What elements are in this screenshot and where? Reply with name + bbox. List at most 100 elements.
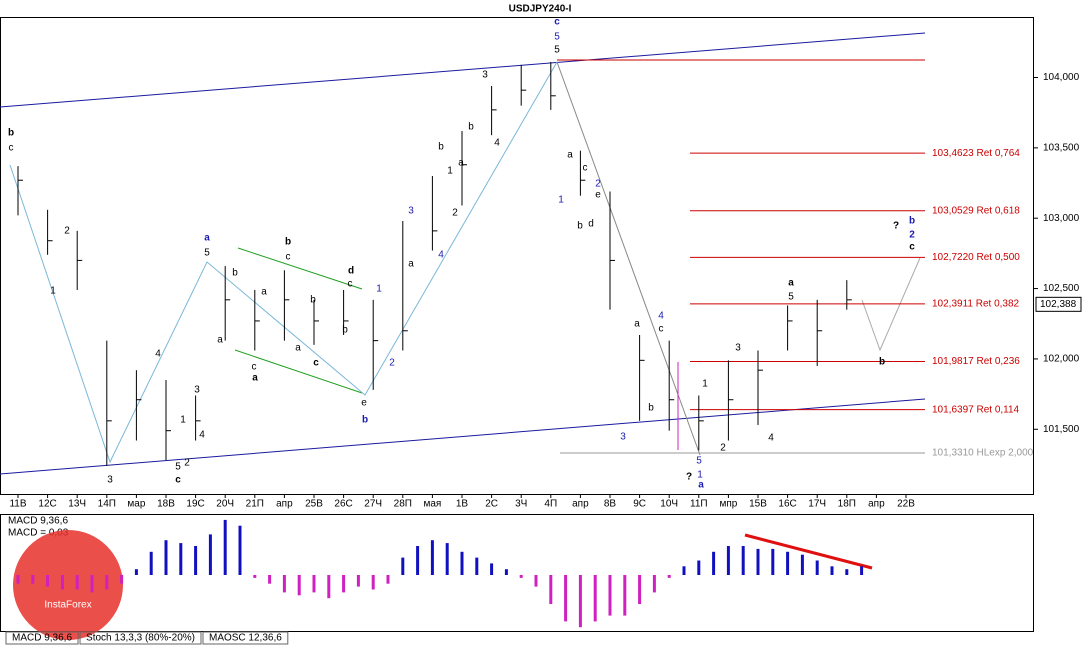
wave-label: 3 — [408, 206, 414, 217]
wave-label: 4 — [199, 430, 205, 441]
wave-label: 1 — [702, 379, 708, 390]
wave-label: c — [9, 143, 14, 154]
triangle-lower — [234, 349, 363, 394]
y-tick-label: 102,000 — [1043, 354, 1080, 365]
x-tick-label: апр — [276, 499, 293, 510]
wave-label: c — [583, 163, 588, 174]
wave-label: 3 — [735, 343, 741, 354]
wave-label: e — [595, 190, 601, 201]
x-tick-label: 18П — [838, 499, 856, 510]
wave-label: 2 — [184, 458, 190, 469]
x-tick-label: 19С — [186, 499, 204, 510]
wave-label: b — [310, 295, 316, 306]
wave-label: b — [342, 325, 348, 336]
x-tick-label: 4П — [544, 499, 557, 510]
tab-frame — [79, 631, 202, 645]
wave-label: ? — [686, 472, 692, 483]
wave-label: b — [362, 415, 368, 426]
price-panel — [0, 17, 1034, 495]
wave-label: 1 — [558, 195, 564, 206]
current-price-label: 102,388 — [1040, 299, 1077, 310]
wave-label: 2 — [389, 358, 395, 369]
wave-label: 3 — [482, 70, 488, 81]
wave-label: 1 — [447, 166, 453, 177]
wave-label: 4 — [438, 250, 444, 261]
macd-value: MACD = 0,03 — [8, 528, 69, 539]
wave-label: 5 — [175, 462, 181, 473]
wave-label: 5 — [554, 32, 560, 43]
wave-label: 3 — [620, 432, 626, 443]
wave-label: c — [286, 252, 291, 263]
x-tick-label: 13Ч — [68, 499, 86, 510]
wave-label: 2 — [64, 226, 70, 237]
x-tick-label: 25В — [305, 499, 323, 510]
wave-label: c — [909, 242, 915, 253]
fib-label: 103,0529 Ret 0,618 — [932, 205, 1020, 216]
x-tick-label: 14П — [98, 499, 116, 510]
wave-label: c — [348, 279, 353, 290]
x-tick-label: 27Ч — [364, 499, 382, 510]
wave-label: a — [634, 319, 640, 330]
x-tick-label: 22В — [897, 499, 915, 510]
y-tick-label: 101,500 — [1043, 424, 1080, 435]
wave-label: 2 — [909, 230, 915, 241]
wave-path-gray — [556, 61, 701, 456]
wave-label: 2 — [452, 208, 458, 219]
x-tick-label: мар — [127, 499, 145, 510]
x-tick-label: мпр — [719, 499, 737, 510]
wave-label: a — [217, 335, 223, 346]
x-tick-label: мая — [423, 499, 441, 510]
tab[interactable]: MACD 9,36,6 — [12, 633, 72, 644]
wave-label: b — [577, 221, 583, 232]
x-tick-label: 9С — [633, 499, 646, 510]
wave-label: 1 — [50, 286, 56, 297]
wave-label: 1 — [180, 415, 186, 426]
wave-label: a — [698, 480, 704, 491]
tab[interactable]: Stoch 13,3,3 (80%-20%) — [86, 633, 195, 644]
x-tick-label: 15В — [749, 499, 767, 510]
wave-label: c — [175, 475, 181, 486]
x-tick-label: 1В — [456, 499, 469, 510]
wave-label: 3 — [107, 475, 113, 486]
x-tick-label: апр — [572, 499, 589, 510]
x-tick-label: апр — [868, 499, 885, 510]
wave-label: 5 — [554, 45, 560, 56]
channel-lower — [0, 398, 926, 475]
logo: InstaForex — [13, 530, 123, 640]
y-tick-label: 103,500 — [1043, 142, 1080, 153]
wave-label: a — [295, 343, 301, 354]
wave-label: a — [252, 373, 258, 384]
wave-label: 4 — [494, 138, 500, 149]
x-tick-label: 12С — [38, 499, 56, 510]
wave-label: b — [468, 122, 474, 133]
y-tick-label: 102,500 — [1043, 283, 1080, 294]
x-tick-label: 11В — [9, 499, 26, 510]
wave-label: b — [232, 268, 238, 279]
forecast-path — [861, 257, 921, 352]
logo-badge — [13, 530, 123, 640]
x-tick-label: 18В — [157, 499, 175, 510]
y-tick-label: 103,000 — [1043, 213, 1080, 224]
x-tick-label: 16С — [778, 499, 796, 510]
wave-label: b — [285, 237, 291, 248]
tab[interactable]: MAOSC 12,36,6 — [209, 633, 282, 644]
wave-label: 5 — [204, 248, 210, 259]
wave-label: a — [408, 259, 414, 270]
tab-frame — [202, 631, 289, 645]
wave-label: b — [8, 128, 14, 139]
wave-path — [9, 61, 558, 464]
wave-label: b — [438, 142, 444, 153]
x-tick-label: 8В — [604, 499, 617, 510]
divergence-line — [744, 533, 873, 570]
wave-label: e — [361, 398, 367, 409]
wave-label: 1 — [376, 284, 382, 295]
wave-label: d — [348, 266, 354, 277]
current-price-box — [1035, 296, 1082, 312]
wave-label: b — [648, 403, 654, 414]
watermark: InstaForex — [44, 600, 91, 611]
wave-label: c — [252, 362, 257, 373]
fib-label: 102,3911 Ret 0,382 — [932, 299, 1020, 310]
triangle-upper — [237, 247, 363, 290]
